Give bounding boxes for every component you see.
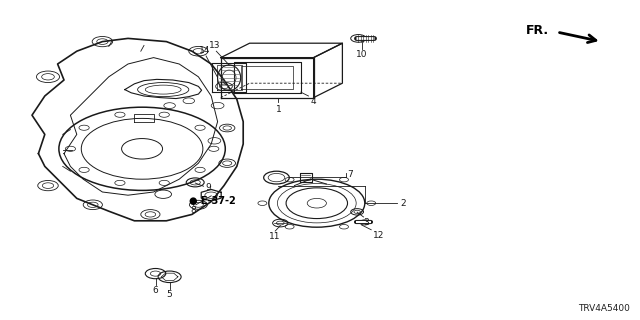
Text: 13: 13 xyxy=(209,41,220,50)
Text: TRV4A5400: TRV4A5400 xyxy=(579,304,630,313)
Text: 8: 8 xyxy=(191,206,196,215)
Text: 2: 2 xyxy=(400,199,406,208)
Text: 6: 6 xyxy=(153,286,158,295)
Text: 1: 1 xyxy=(276,105,281,114)
Text: 9: 9 xyxy=(205,183,211,192)
Text: 7: 7 xyxy=(348,170,353,179)
Text: 14: 14 xyxy=(198,46,210,55)
Text: 12: 12 xyxy=(373,231,385,240)
Text: 3: 3 xyxy=(364,218,369,227)
Text: ● E-37-2: ● E-37-2 xyxy=(189,196,236,206)
Text: 5: 5 xyxy=(167,290,172,299)
Text: 4: 4 xyxy=(310,97,316,106)
Text: 11: 11 xyxy=(269,232,281,241)
Text: FR.: FR. xyxy=(526,24,549,37)
Text: 10: 10 xyxy=(356,50,367,59)
